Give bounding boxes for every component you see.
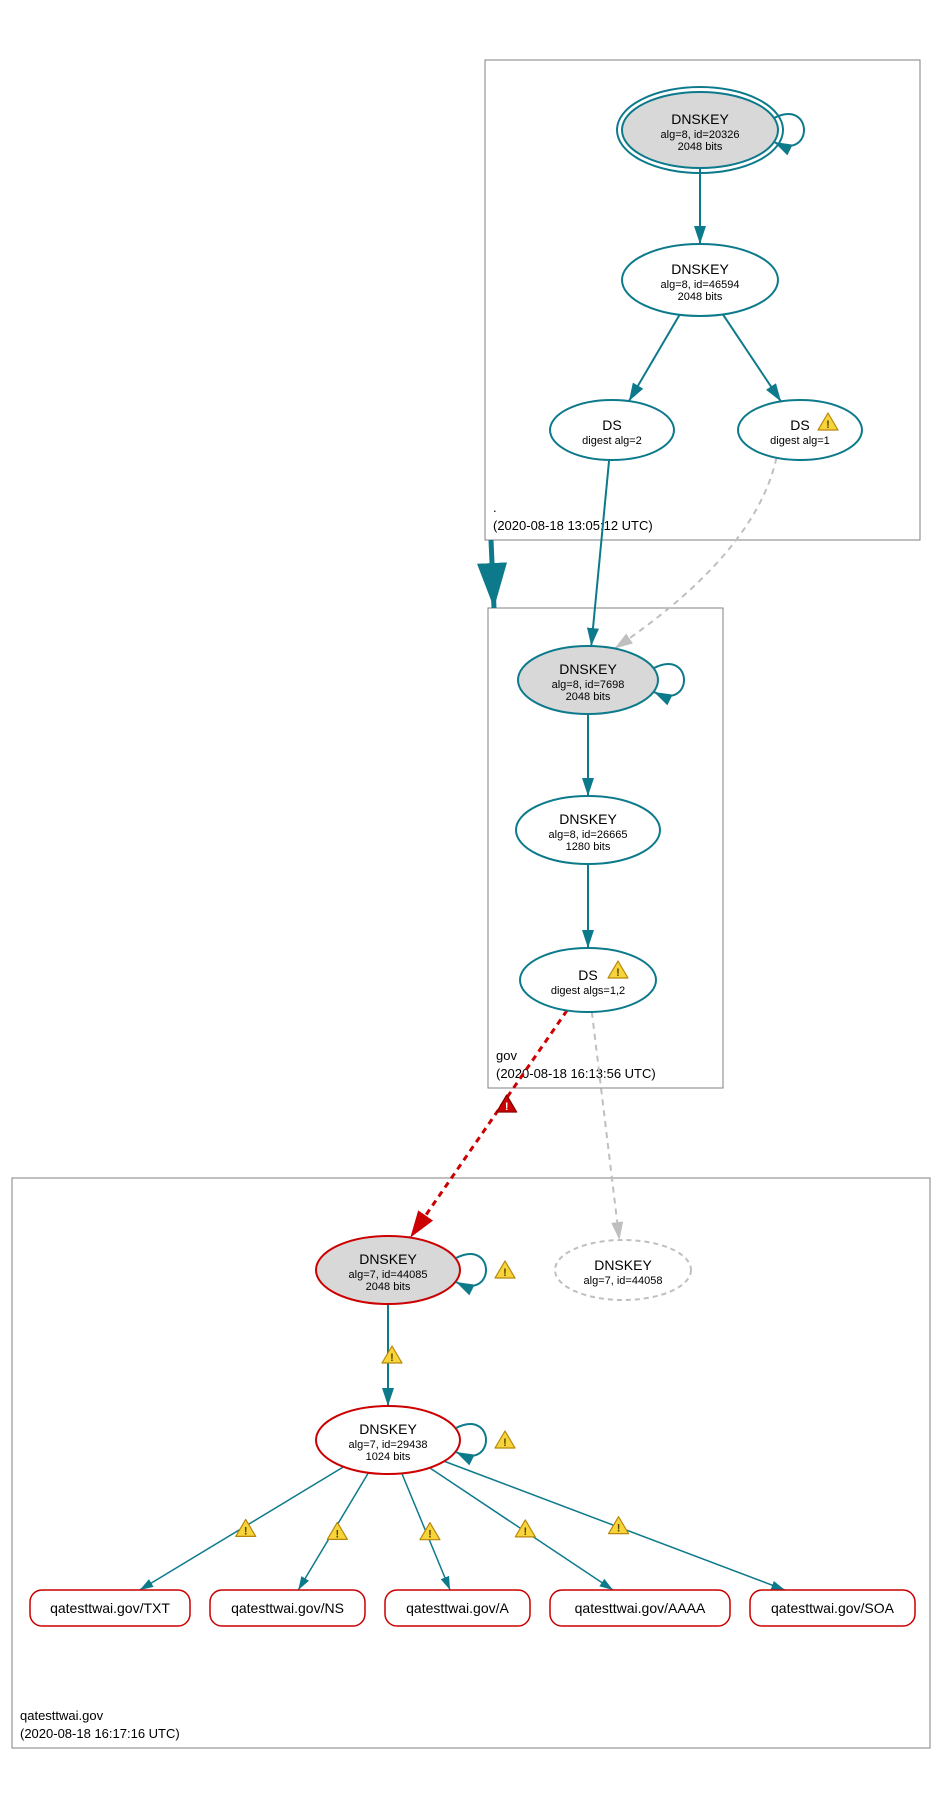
svg-text:!: ! <box>336 1528 340 1540</box>
svg-text:alg=8, id=7698: alg=8, id=7698 <box>552 679 625 691</box>
edge-root_zsk-root_ds1 <box>629 315 680 401</box>
node-rr_txt: qatesttwai.gov/TXT <box>30 1590 190 1626</box>
error-icon: ! <box>497 1095 517 1113</box>
svg-text:DNSKEY: DNSKEY <box>359 1251 417 1267</box>
svg-text:DS: DS <box>602 417 621 433</box>
svg-text:2048 bits: 2048 bits <box>678 141 723 153</box>
svg-text:!: ! <box>503 1437 507 1449</box>
svg-text:!: ! <box>390 1352 394 1364</box>
node-rr_a: qatesttwai.gov/A <box>385 1590 530 1626</box>
svg-text:alg=7, id=29438: alg=7, id=29438 <box>349 1439 428 1451</box>
node-gov_ksk: DNSKEY alg=8, id=76982048 bits <box>518 646 684 714</box>
node-rr_soa: qatesttwai.gov/SOA <box>750 1590 915 1626</box>
svg-text:!: ! <box>523 1526 527 1538</box>
svg-text:alg=8, id=20326: alg=8, id=20326 <box>661 129 740 141</box>
svg-text:!: ! <box>826 419 830 431</box>
node-root_zsk: DNSKEY alg=8, id=465942048 bits <box>622 244 778 316</box>
svg-text:DNSKEY: DNSKEY <box>359 1421 417 1437</box>
zone-time-root: (2020-08-18 13:05:12 UTC) <box>493 518 653 533</box>
svg-text:!: ! <box>244 1525 248 1537</box>
svg-text:qatesttwai.gov/A: qatesttwai.gov/A <box>406 1600 509 1616</box>
svg-text:alg=8, id=26665: alg=8, id=26665 <box>549 829 628 841</box>
svg-text:DNSKEY: DNSKEY <box>671 261 729 277</box>
svg-text:!: ! <box>505 1101 509 1113</box>
svg-text:qatesttwai.gov/NS: qatesttwai.gov/NS <box>231 1600 344 1616</box>
edge-root_ds1-gov_ksk <box>591 460 609 646</box>
node-q_missing: DNSKEY alg=7, id=44058 <box>555 1240 691 1300</box>
edge-root_ds2-gov_ksk <box>615 458 777 649</box>
warning-icon: ! <box>495 1431 515 1449</box>
svg-text:!: ! <box>616 967 620 979</box>
svg-text:!: ! <box>503 1267 507 1279</box>
svg-text:!: ! <box>617 1523 621 1535</box>
edge-gov_ds-q_missing <box>592 1012 620 1240</box>
node-root_ds1: DS digest alg=2 <box>550 400 674 460</box>
edge-gov_ds-q_ksk <box>410 1010 567 1237</box>
svg-text:alg=8, id=46594: alg=8, id=46594 <box>661 279 740 291</box>
svg-text:DNSKEY: DNSKEY <box>559 661 617 677</box>
warning-icon: ! <box>515 1520 535 1538</box>
zone-name-qatesttwai: qatesttwai.gov <box>20 1708 104 1723</box>
warning-icon: ! <box>327 1522 347 1540</box>
node-rr_ns: qatesttwai.gov/NS <box>210 1590 365 1626</box>
node-rr_aaaa: qatesttwai.gov/AAAA <box>550 1590 730 1626</box>
svg-text:alg=7, id=44085: alg=7, id=44085 <box>349 1269 428 1281</box>
edge-root_zsk-root_ds2 <box>723 314 781 401</box>
zone-time-qatesttwai: (2020-08-18 16:17:16 UTC) <box>20 1726 180 1741</box>
node-gov_ds: DS digest algs=1,2! <box>520 948 656 1012</box>
node-q_ksk: DNSKEY alg=7, id=440852048 bits! <box>316 1236 515 1304</box>
zone-edge-root-gov <box>491 540 494 608</box>
svg-text:1024 bits: 1024 bits <box>366 1451 411 1463</box>
node-gov_zsk: DNSKEY alg=8, id=266651280 bits <box>516 796 660 864</box>
svg-text:qatesttwai.gov/TXT: qatesttwai.gov/TXT <box>50 1600 170 1616</box>
dnssec-diagram: . (2020-08-18 13:05:12 UTC) gov (2020-08-18… <box>0 0 941 1793</box>
svg-text:!: ! <box>428 1529 432 1541</box>
svg-text:DS: DS <box>790 417 809 433</box>
svg-text:alg=7, id=44058: alg=7, id=44058 <box>584 1275 663 1287</box>
svg-text:DNSKEY: DNSKEY <box>671 111 729 127</box>
node-root_ksk: DNSKEY alg=8, id=203262048 bits <box>617 87 804 173</box>
svg-text:2048 bits: 2048 bits <box>678 291 723 303</box>
zone-box-qatesttwai <box>12 1178 930 1748</box>
svg-text:digest alg=2: digest alg=2 <box>582 435 642 447</box>
zone-name-root: . <box>493 500 497 515</box>
node-root_ds2: DS digest alg=1! <box>738 400 862 460</box>
svg-text:digest algs=1,2: digest algs=1,2 <box>551 985 625 997</box>
svg-text:DS: DS <box>578 967 597 983</box>
svg-text:2048 bits: 2048 bits <box>566 691 611 703</box>
svg-text:DNSKEY: DNSKEY <box>594 1257 652 1273</box>
svg-text:1280 bits: 1280 bits <box>566 841 611 853</box>
svg-text:2048 bits: 2048 bits <box>366 1281 411 1293</box>
svg-text:digest alg=1: digest alg=1 <box>770 435 830 447</box>
svg-text:qatesttwai.gov/AAAA: qatesttwai.gov/AAAA <box>575 1600 706 1616</box>
warning-icon: ! <box>495 1261 515 1279</box>
svg-text:DNSKEY: DNSKEY <box>559 811 617 827</box>
zone-name-gov: gov <box>496 1048 517 1063</box>
warning-icon: ! <box>382 1346 402 1364</box>
warning-icon: ! <box>609 1517 629 1535</box>
svg-text:qatesttwai.gov/SOA: qatesttwai.gov/SOA <box>771 1600 895 1616</box>
node-q_zsk: DNSKEY alg=7, id=294381024 bits! <box>316 1406 515 1474</box>
